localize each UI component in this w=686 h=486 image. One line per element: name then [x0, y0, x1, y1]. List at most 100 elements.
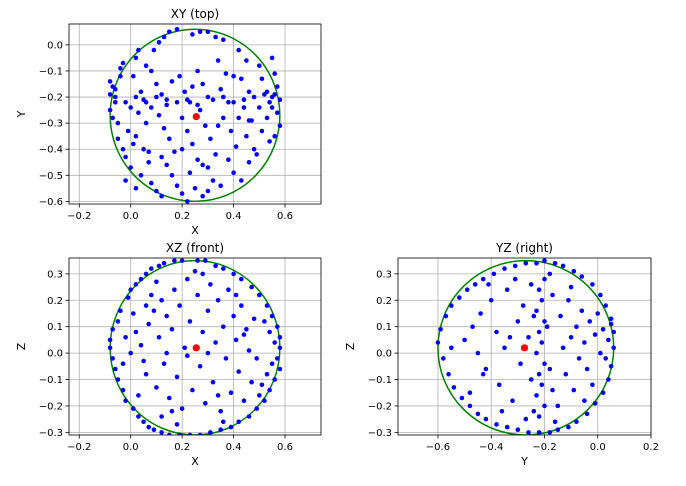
- chart-0-point-96: [257, 105, 262, 110]
- chart-1-point-102: [249, 379, 254, 385]
- chart-1-point-101: [246, 348, 252, 353]
- chart-1-ytick-label-5: −0.2: [39, 401, 63, 412]
- chart-2-ytick-label-2: 0.1: [376, 322, 392, 333]
- chart-0-point-32: [167, 29, 172, 35]
- chart-2-point-48: [600, 327, 606, 332]
- chart-2-point-11: [472, 282, 478, 287]
- chart-0-point-120: [174, 100, 180, 105]
- chart-2-point-58: [542, 361, 547, 367]
- chart-2-ylabel: Z: [344, 342, 357, 350]
- chart-2-point-66: [552, 419, 558, 425]
- chart-1-point-82: [197, 364, 203, 369]
- chart-0-point-134: [200, 162, 205, 168]
- chart-2-point-17: [502, 266, 507, 271]
- chart-0-point-132: [159, 154, 164, 160]
- chart-2-point-55: [536, 329, 542, 335]
- chart-2-title: YZ (right): [495, 241, 553, 255]
- chart-2-point-21: [523, 261, 529, 266]
- chart-2-point-107: [568, 284, 574, 290]
- chart-1-point-2: [107, 345, 113, 351]
- chart-1-point-53: [277, 366, 283, 372]
- chart-1-point-39: [236, 419, 241, 425]
- chart-2-point-27: [552, 261, 558, 266]
- chart-0-point-99: [267, 139, 272, 144]
- chart-0-point-44: [174, 183, 180, 188]
- chart-0-point-67: [218, 183, 223, 188]
- chart-2-point-57: [534, 350, 539, 356]
- chart-1-point-125: [215, 393, 221, 398]
- chart-1-point-8: [120, 387, 126, 393]
- chart-0-point-69: [197, 29, 203, 35]
- chart-2-frame: [397, 257, 652, 436]
- chart-1-point-17: [143, 271, 149, 277]
- chart-0-panel: −0.2 0.0 0.2 0.4 0.6 0.0 −0.1 −0.2 −0.3 −0.4 −0.5 −…: [15, 7, 322, 237]
- chart-0-point-109: [264, 89, 270, 95]
- chart-2-point-36: [592, 401, 598, 406]
- chart-1-point-121: [128, 350, 133, 356]
- chart-1-point-108: [154, 279, 159, 285]
- chart-1-point-9: [123, 398, 128, 404]
- chart-0-point-117: [149, 105, 154, 110]
- chart-1-point-29: [195, 258, 200, 263]
- chart-1-point-123: [120, 361, 126, 367]
- chart-0-point-136: [231, 73, 236, 79]
- chart-1-point-34: [221, 266, 226, 271]
- chart-1-point-20: [151, 427, 157, 433]
- chart-0-point-57: [205, 188, 211, 194]
- chart-1-point-51: [277, 345, 283, 351]
- chart-2-point-71: [470, 324, 475, 330]
- chart-2-point-95: [582, 340, 587, 345]
- chart-1-point-73: [169, 327, 175, 332]
- chart-0-frame: [68, 23, 322, 205]
- chart-1-point-87: [210, 379, 216, 385]
- chart-1-point-59: [259, 382, 265, 388]
- chart-1-xlabel: X: [191, 455, 199, 468]
- chart-2-point-52: [539, 298, 545, 303]
- chart-2-point-105: [544, 324, 550, 330]
- chart-0-point-102: [275, 84, 280, 89]
- chart-2-point-56: [539, 340, 545, 345]
- chart-1-point-57: [264, 371, 270, 377]
- chart-2-point-85: [528, 377, 534, 382]
- chart-2-point-87: [560, 345, 566, 351]
- chart-2-point-25: [542, 258, 547, 263]
- chart-2-point-112: [523, 416, 529, 422]
- chart-0-point-94: [259, 76, 265, 82]
- chart-0-point-37: [164, 102, 169, 108]
- chart-1-point-42: [257, 292, 262, 298]
- chart-0-point-75: [218, 86, 223, 92]
- chart-1-point-98: [239, 303, 244, 308]
- chart-0-point-64: [213, 152, 218, 157]
- chart-2-point-31: [571, 268, 577, 274]
- chart-0-point-4: [107, 107, 113, 113]
- chart-2-point-96: [584, 366, 590, 372]
- chart-2-point-98: [590, 382, 595, 388]
- chart-2-plot-content: [435, 258, 616, 435]
- chart-2-point-92: [574, 324, 579, 330]
- chart-0-point-131: [125, 128, 131, 134]
- chart-0-point-26: [149, 180, 154, 186]
- chart-2-point-44: [611, 345, 616, 351]
- chart-0-point-39: [161, 126, 167, 131]
- chart-2-point-8: [459, 395, 465, 401]
- chart-0-point-133: [179, 146, 185, 152]
- chart-0-point-27: [154, 188, 159, 194]
- chart-1-point-113: [221, 419, 226, 425]
- chart-2-center-point: [520, 344, 529, 352]
- chart-2-point-4: [446, 371, 451, 377]
- chart-1-point-81: [195, 292, 200, 298]
- chart-2-point-15: [491, 271, 497, 277]
- chart-1-point-6: [118, 308, 123, 314]
- chart-0-point-142: [236, 115, 241, 121]
- chart-0-xtick-label-2: 0.2: [174, 211, 190, 222]
- chart-2-point-9: [464, 287, 470, 293]
- chart-1-point-25: [172, 258, 177, 263]
- chart-0-point-28: [159, 193, 164, 199]
- chart-1-xtick-label-0: −0.2: [67, 442, 91, 453]
- chart-2-point-51: [536, 287, 542, 293]
- chart-2-point-5: [449, 303, 454, 308]
- chart-2-point-46: [606, 337, 611, 343]
- chart-0-point-86: [246, 89, 252, 95]
- chart-2-point-13: [480, 276, 486, 282]
- chart-1-point-32: [208, 430, 213, 435]
